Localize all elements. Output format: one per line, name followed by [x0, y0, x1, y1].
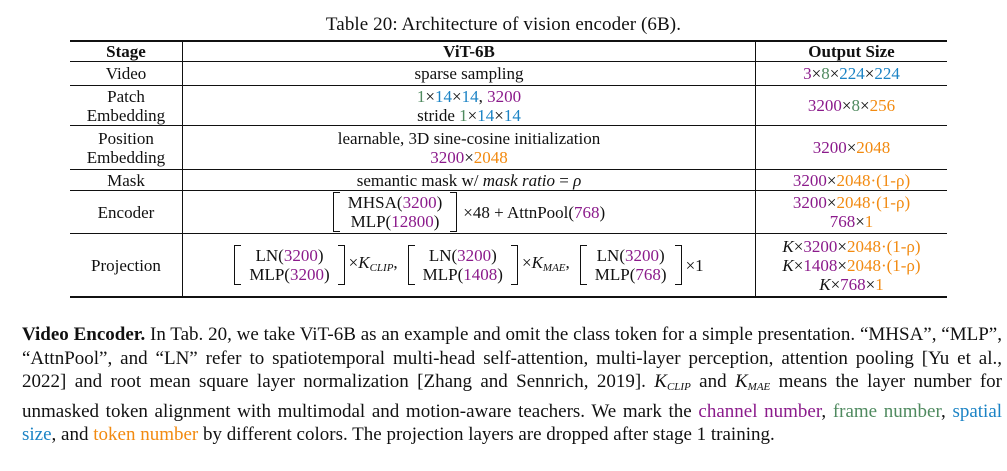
- video-output: 3×8×224×224: [803, 64, 900, 83]
- stage-patch-embedding: Patch Embedding: [86, 86, 166, 125]
- legend-token-number: token number: [93, 424, 199, 445]
- encoder-model: MHSA(3200) MLP(12800) ×48 + AttnPool(768…: [183, 191, 755, 233]
- header-stage: Stage: [106, 41, 146, 61]
- projection-bracket-final: LN(3200) MLP(768): [579, 245, 682, 285]
- row-rule: [70, 125, 947, 126]
- encoder-output: 3200×2048·(1-ρ) 768×1: [792, 193, 911, 231]
- header-model: ViT-6B: [443, 41, 495, 61]
- stage-projection: Projection: [91, 255, 161, 275]
- position-output: 3200×2048: [812, 138, 891, 157]
- row-rule: [70, 233, 947, 234]
- header-output: Output Size: [808, 41, 895, 61]
- video-encoder-paragraph: Video Encoder. In Tab. 20, we take ViT-6…: [22, 324, 1003, 446]
- projection-bracket-mae: LN(3200) MLP(1408): [407, 245, 518, 285]
- row-rule: [70, 85, 947, 86]
- encoder-bracket: MHSA(3200) MLP(12800): [332, 192, 458, 232]
- bottom-rule: [70, 296, 947, 298]
- frame-number: 8: [821, 64, 830, 83]
- stage-mask: Mask: [107, 170, 145, 190]
- patch-model: 1×14×14, 3200 stride 1×14×14: [416, 86, 522, 125]
- channel-number: 3: [803, 64, 812, 83]
- video-model: sparse sampling: [414, 64, 524, 83]
- position-model: learnable, 3D sine-cosine initialization…: [337, 128, 601, 167]
- spatial-size: 224: [874, 64, 900, 83]
- mask-model: semantic mask w/ mask ratio = ρ: [356, 170, 582, 190]
- row-rule: [70, 169, 947, 170]
- column-divider: [755, 40, 756, 298]
- patch-output: 3200×8×256: [807, 96, 896, 115]
- top-rule: [70, 40, 947, 42]
- legend-spatial-size: spatial size: [22, 400, 1003, 446]
- header-rule: [70, 61, 947, 62]
- legend-channel-number: channel number: [698, 400, 822, 422]
- projection-bracket-clip: LN(3200) MLP(3200): [234, 245, 345, 285]
- paragraph-heading: Video Encoder.: [22, 324, 146, 345]
- legend-frame-number: frame number: [832, 400, 942, 422]
- spatial-size: 224: [839, 64, 865, 83]
- stage-encoder: Encoder: [97, 202, 155, 222]
- row-rule: [70, 190, 947, 191]
- stage-video: Video: [105, 64, 147, 83]
- projection-model: LN(3200) MLP(3200) ×KCLIP, LN(3200) MLP(…: [183, 234, 755, 296]
- table-caption: Table 20: Architecture of vision encoder…: [325, 14, 682, 35]
- mask-output: 3200×2048·(1-ρ): [792, 170, 911, 190]
- column-divider: [182, 40, 183, 298]
- projection-output: K×3200×2048·(1-ρ) K×1408×2048·(1-ρ) K×76…: [782, 236, 921, 294]
- stage-position-embedding: Position Embedding: [86, 128, 166, 167]
